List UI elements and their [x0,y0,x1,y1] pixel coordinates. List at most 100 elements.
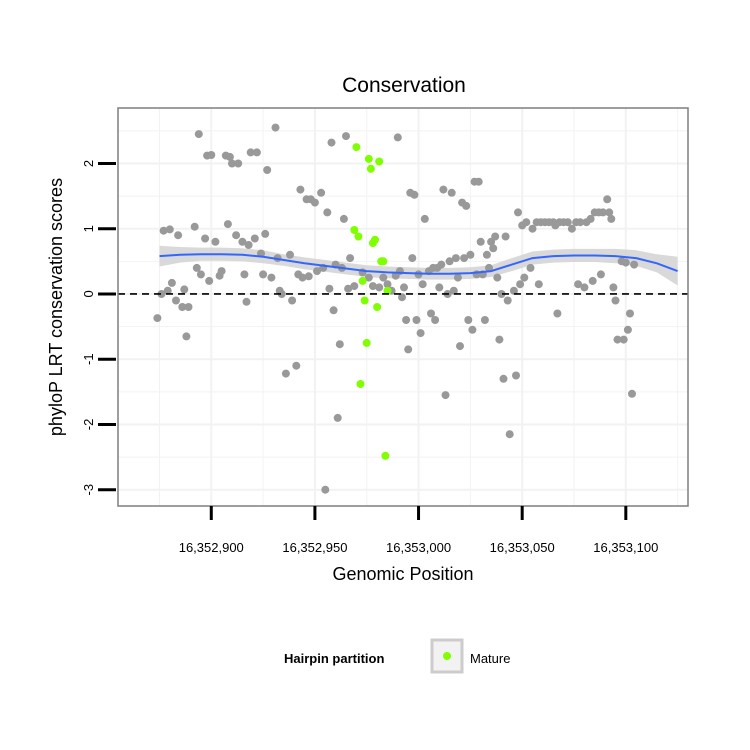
other-point [339,214,348,223]
other-point [460,254,469,263]
other-point [580,283,589,292]
other-point [567,224,576,233]
x-tick-label: 16,352,950 [282,540,347,555]
other-point [503,296,512,305]
mature-point [356,380,365,388]
other-point [228,159,236,168]
other-point [453,273,462,282]
other-point [489,244,498,253]
other-point [418,280,427,289]
mature-point [350,226,359,234]
other-point [441,391,450,400]
x-axis: 16,352,900 16,352,950 16,353,000 16,353,050… [179,506,658,555]
other-point [534,280,543,289]
other-point [439,185,448,194]
other-point [194,130,203,139]
other-point [586,214,595,223]
y-tick-label: -1 [81,353,96,365]
other-point [416,329,425,338]
other-point [379,273,388,282]
other-point [512,371,520,380]
other-point [163,286,172,295]
other-point [485,263,493,272]
other-point [495,335,504,344]
other-point [234,159,243,168]
other-point [596,270,605,279]
other-point [599,208,607,217]
other-point [420,214,429,223]
other-point [605,208,614,217]
other-point [281,369,290,378]
other-point [296,185,305,194]
other-point [244,241,253,249]
other-point [451,254,460,263]
other-point [321,485,330,494]
other-point [574,280,583,289]
mature-point [360,296,369,305]
other-point [259,270,268,279]
other-point [292,361,301,370]
other-point [462,201,471,210]
other-point [317,188,326,197]
other-point [522,218,531,227]
legend-title: Hairpin partition [284,651,384,666]
other-point [393,133,402,142]
other-point [588,276,597,285]
other-point [350,282,359,291]
other-point [172,296,180,305]
other-point [613,335,622,344]
other-point [157,290,166,298]
other-point [201,234,210,243]
mature-point [358,276,367,285]
other-point [609,283,618,292]
mature-point [364,154,373,163]
other-point [211,237,220,246]
other-point [225,152,234,161]
other-point [431,316,440,324]
y-tick-label: 2 [81,160,96,167]
y-axis: -3 -2 -1 0 1 2 [81,160,116,495]
data-points [153,123,639,494]
other-point [327,138,336,147]
other-point [398,293,406,302]
other-point [516,280,525,289]
other-point [217,267,226,276]
chart-title: Conservation [342,74,466,97]
other-point [402,316,411,324]
other-point [267,273,276,282]
plot-panel-border [117,107,689,507]
mature-point [379,257,388,266]
other-point [232,231,241,240]
other-point [364,273,373,282]
other-point [240,270,249,279]
mature-point [362,338,371,347]
other-point [375,283,384,292]
other-point [603,195,612,204]
other-point [298,273,307,282]
other-point [342,132,350,141]
other-point [250,234,259,243]
other-point [447,188,456,197]
other-point [528,224,537,233]
mature-point [366,164,375,173]
other-point [630,260,639,269]
x-tick-label: 16,353,100 [593,540,658,555]
mature-point [352,143,361,152]
other-point [412,316,421,324]
other-point [271,123,280,132]
other-point [474,177,483,186]
other-point [346,254,355,263]
other-point [435,283,444,292]
other-point [464,316,473,324]
x-tick-label: 16,353,000 [386,540,451,555]
smooth-fit-line [159,253,678,275]
plot-panel [118,108,688,506]
other-point [205,276,214,285]
other-point [509,286,518,295]
other-point [576,218,585,227]
other-point [207,151,216,159]
x-axis-title: Genomic Position [332,564,473,584]
other-point [553,309,562,318]
other-point [277,290,286,298]
